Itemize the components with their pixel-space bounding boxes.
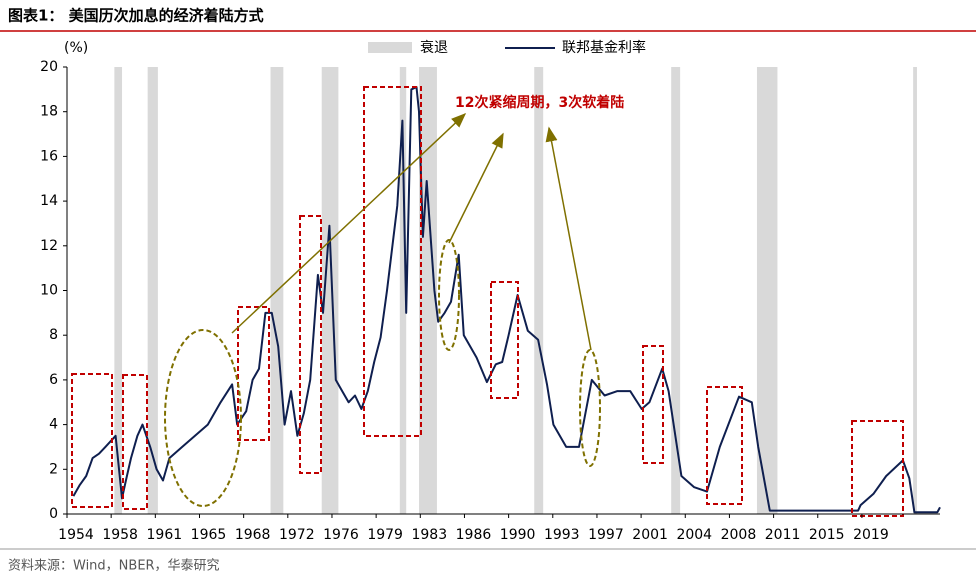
x-tick-label: 1954 [58, 527, 94, 543]
x-tick-label: 1986 [456, 527, 492, 543]
recession-band [114, 67, 123, 514]
ellipse [164, 329, 242, 507]
box [851, 420, 904, 517]
annotation: 12次紧缩周期，3次软着陆 [455, 94, 624, 111]
y-tick-label: 4 [49, 417, 58, 433]
x-tick-label: 2011 [765, 527, 801, 543]
x-tick-label: 2008 [721, 527, 757, 543]
annotations [71, 86, 904, 517]
legend-label: 联邦基金利率 [562, 39, 646, 56]
x-tick-label: 1979 [367, 527, 403, 543]
y-tick-label: 8 [49, 327, 58, 343]
box [122, 374, 148, 510]
page-title: 图表1： 美国历次加息的经济着陆方式 [8, 7, 264, 25]
x-tick-label: 1990 [500, 527, 536, 543]
x-tick-label: 1961 [147, 527, 183, 543]
y-tick-label: 2 [49, 461, 58, 477]
x-tick-label: 2004 [676, 527, 712, 543]
y-tick-label: 18 [40, 104, 58, 120]
recession-band [534, 67, 544, 514]
y-tick-label: 12 [40, 238, 58, 254]
source: 资料来源：Wind，NBER，华泰研究 [8, 559, 220, 574]
y-axis-label: (%) [64, 40, 88, 56]
box [237, 306, 270, 441]
box [490, 281, 519, 399]
legend-label: 衰退 [420, 39, 448, 56]
box [363, 86, 422, 437]
recession-band [399, 67, 407, 514]
legend-swatch [368, 42, 412, 53]
rate-line [72, 86, 941, 514]
x-tick-label: 1968 [235, 527, 271, 543]
arrow [448, 132, 504, 244]
x-tick-label: 1983 [411, 527, 447, 543]
y-tick-label: 10 [40, 283, 58, 299]
y-tick-label: 14 [40, 193, 58, 209]
x-tick-label: 2019 [853, 527, 889, 543]
recession-band [756, 67, 778, 514]
box [706, 386, 743, 505]
y-tick-label: 6 [49, 372, 58, 388]
x-tick-label: 1976 [323, 527, 359, 543]
x-tick-label: 1993 [544, 527, 580, 543]
ellipse [579, 349, 601, 467]
x-tick-label: 2001 [632, 527, 668, 543]
arrow [545, 126, 592, 351]
ellipse [438, 239, 460, 351]
recession-band [913, 67, 917, 514]
box [71, 373, 113, 508]
box [642, 345, 664, 464]
x-tick-label: 1958 [102, 527, 138, 543]
recession-band [419, 67, 437, 514]
y-tick-label: 0 [49, 506, 58, 522]
recession-band [671, 67, 681, 514]
x-tick-label: 1972 [279, 527, 315, 543]
recession-band [321, 67, 339, 514]
recession-band [147, 67, 158, 514]
y-tick-label: 20 [40, 59, 58, 75]
y-tick-label: 16 [40, 148, 58, 164]
arrow [231, 112, 467, 334]
x-tick-label: 1965 [191, 527, 227, 543]
x-tick-label: 2015 [809, 527, 845, 543]
box [299, 215, 322, 474]
x-tick-label: 1997 [588, 527, 624, 543]
